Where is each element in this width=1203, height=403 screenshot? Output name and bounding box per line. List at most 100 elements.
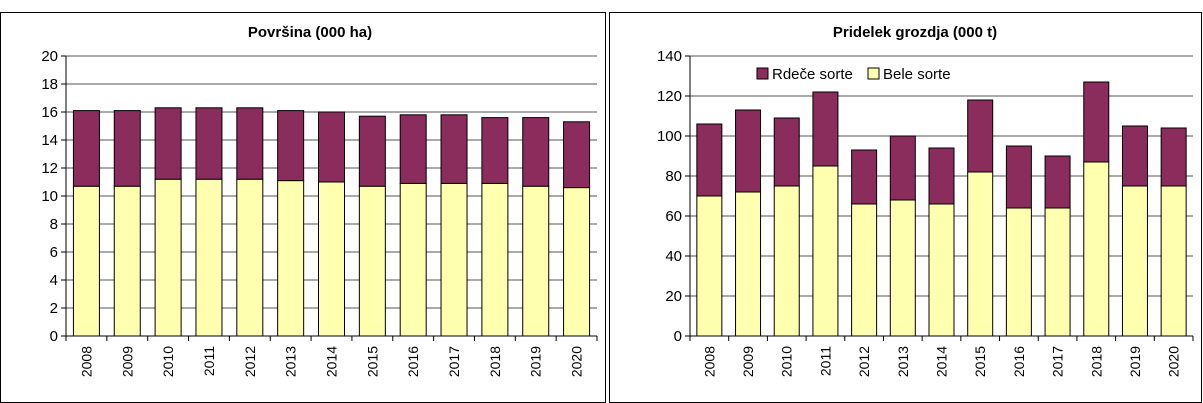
y-tick-label: 20 [665, 288, 682, 305]
y-tick-label: 14 [41, 132, 58, 149]
bar-white-2013 [277, 180, 305, 337]
x-tick-label: 2009 [119, 346, 135, 377]
x-tick-label: 2020 [1166, 346, 1182, 377]
y-tick-label: 0 [674, 328, 682, 345]
bar-red-2013 [889, 135, 916, 201]
bar-red-2014 [928, 147, 955, 205]
area-chart-x-ticks: 2008 2009 2010 2011 2012 2013 2014 2015 2016 2017… [65, 335, 598, 377]
bar-white-2009 [735, 191, 762, 337]
legend-label-white: Bele sorte [883, 66, 951, 83]
bar-red-2019 [522, 117, 550, 187]
area-chart-y-ticks: 0 2 4 6 8 10 12 14 16 18 20 [41, 48, 67, 345]
bar-red-2020 [563, 121, 591, 189]
bar-red-2013 [277, 110, 305, 182]
yield-chart-y-ticks: 0 20 40 60 80 100 120 140 [657, 48, 691, 345]
area-chart-panel: Površina (000 ha) 0 2 4 6 8 10 12 14 16 18 20 2008… [0, 12, 606, 403]
y-tick-label: 18 [41, 76, 58, 93]
y-tick-label: 12 [41, 160, 58, 177]
bar-white-2010 [154, 178, 182, 337]
bar-white-2014 [318, 181, 345, 337]
x-tick-label: 2008 [701, 346, 717, 377]
yield-chart-bars [696, 81, 1187, 337]
x-tick-label: 2019 [528, 346, 544, 377]
yield-chart-legend: Rdeče sorte Bele sorte [756, 66, 951, 83]
area-chart-grid [66, 55, 597, 309]
x-tick-label: 2019 [1127, 346, 1143, 377]
x-tick-label: 2011 [817, 346, 833, 376]
bar-white-2012 [236, 178, 264, 337]
x-tick-label: 2015 [972, 346, 988, 377]
area-chart-title: Površina (000 ha) [248, 24, 372, 41]
bar-white-2017 [1044, 207, 1071, 337]
bar-white-2008 [696, 195, 723, 337]
bar-red-2014 [318, 111, 345, 183]
bar-white-2011 [195, 178, 223, 337]
bar-white-2009 [113, 185, 141, 337]
bar-white-2014 [928, 203, 955, 337]
yield-chart-panel: Pridelek grozdja (000 t) 0 20 40 60 80 100 120… [609, 12, 1202, 403]
y-tick-label: 2 [50, 300, 58, 317]
bar-white-2018 [481, 182, 509, 337]
y-tick-label: 20 [41, 48, 58, 65]
legend-label-red: Rdeče sorte [772, 66, 853, 83]
bar-red-2009 [735, 109, 762, 193]
y-tick-label: 40 [665, 248, 682, 265]
x-tick-label: 2010 [160, 346, 176, 377]
y-tick-label: 0 [50, 328, 58, 345]
x-tick-label: 2020 [569, 346, 585, 377]
legend-swatch-white [867, 67, 880, 80]
bar-white-2019 [522, 185, 550, 337]
bar-red-2016 [1005, 145, 1032, 209]
bar-white-2011 [812, 165, 839, 337]
bar-white-2010 [773, 185, 800, 337]
yield-chart-x-ticks: 2008 2009 2010 2011 2012 2013 2014 2015 2016 2017… [689, 335, 1194, 377]
x-tick-label: 2011 [201, 346, 217, 376]
bar-red-2012 [236, 107, 264, 180]
x-tick-label: 2017 [1050, 346, 1066, 377]
area-chart-bars [72, 107, 591, 337]
bar-red-2020 [1160, 127, 1187, 187]
x-tick-label: 2014 [324, 346, 340, 377]
x-tick-label: 2012 [856, 346, 872, 377]
bar-white-2013 [889, 199, 916, 337]
x-tick-label: 2012 [242, 346, 258, 377]
x-tick-label: 2014 [934, 346, 950, 377]
x-tick-label: 2009 [740, 346, 756, 377]
bar-red-2017 [440, 114, 468, 184]
bar-red-2008 [72, 110, 100, 187]
bar-white-2018 [1083, 161, 1110, 337]
bar-red-2019 [1121, 125, 1148, 187]
bar-white-2016 [399, 182, 427, 337]
x-tick-label: 2017 [446, 346, 462, 377]
bar-red-2008 [696, 123, 723, 197]
y-tick-label: 4 [50, 272, 58, 289]
bar-white-2015 [967, 171, 994, 337]
bar-red-2010 [154, 107, 182, 180]
bar-red-2018 [1083, 81, 1110, 163]
x-tick-label: 2013 [283, 346, 299, 377]
y-tick-label: 10 [41, 188, 58, 205]
bar-red-2017 [1044, 155, 1071, 209]
bar-red-2015 [358, 115, 386, 187]
x-tick-label: 2013 [895, 346, 911, 377]
y-tick-label: 80 [665, 168, 682, 185]
bar-red-2018 [481, 117, 509, 184]
x-tick-label: 2008 [78, 346, 94, 377]
x-tick-label: 2016 [405, 346, 421, 377]
yield-chart-title: Pridelek grozdja (000 t) [833, 24, 997, 41]
bar-red-2012 [851, 149, 878, 205]
bar-white-2015 [358, 185, 386, 337]
bar-white-2016 [1005, 207, 1032, 337]
x-tick-label: 2016 [1011, 346, 1027, 377]
bar-red-2016 [399, 114, 427, 184]
y-tick-label: 140 [657, 48, 682, 65]
legend-swatch-red [756, 67, 769, 80]
bar-white-2020 [1160, 185, 1187, 337]
bar-white-2020 [563, 187, 591, 337]
y-tick-label: 120 [657, 88, 682, 105]
bar-white-2012 [851, 203, 878, 337]
bar-white-2017 [440, 182, 468, 337]
x-tick-label: 2010 [779, 346, 795, 377]
y-tick-label: 8 [50, 216, 58, 233]
